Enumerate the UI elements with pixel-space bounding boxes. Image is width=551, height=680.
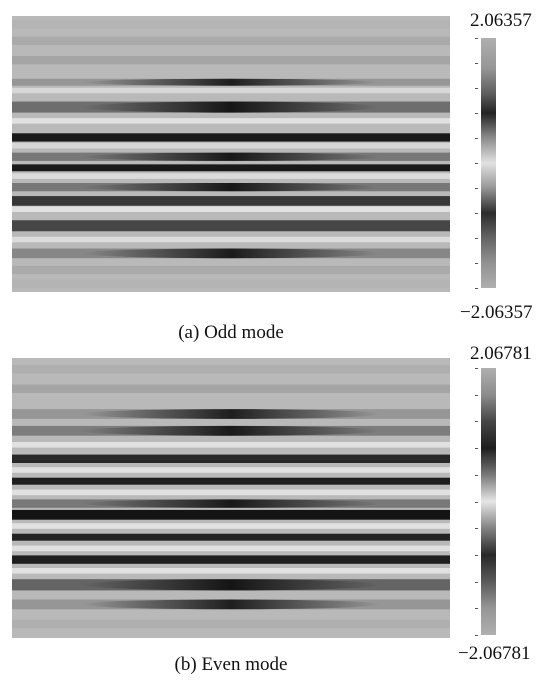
odd-mode-colorbar-ticks	[470, 38, 478, 289]
even-mode-colorbar-ticks	[470, 368, 478, 636]
odd-mode-colorbar	[481, 38, 496, 288]
even-mode-colorbar-max-label: 2.06781	[470, 343, 532, 364]
odd-mode-colorbar-max-label: 2.06357	[470, 10, 532, 31]
odd-mode-caption: (a) Odd mode	[178, 322, 284, 343]
even-mode-colorbar	[481, 368, 496, 635]
even-mode-panel: 2.06781 −2.06781 (b) Even mode	[0, 340, 551, 680]
odd-mode-colorbar-min-label: −2.06357	[460, 302, 533, 323]
even-mode-caption: (b) Even mode	[174, 654, 288, 675]
even-mode-colorbar-min-label: −2.06781	[458, 643, 531, 664]
odd-mode-panel: 2.06357 −2.06357 (a) Odd mode	[12, 10, 533, 343]
odd-mode-field-plot	[12, 16, 450, 292]
even-mode-field-plot	[12, 358, 450, 638]
